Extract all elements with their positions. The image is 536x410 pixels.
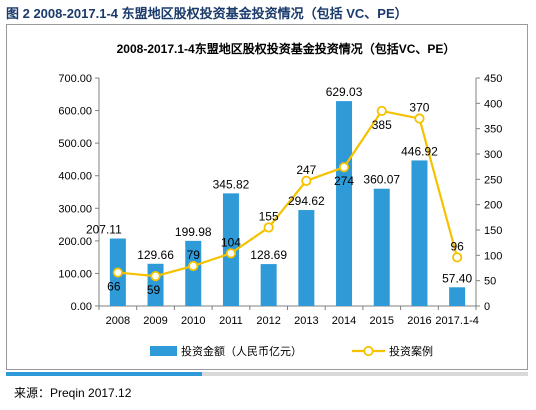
y-right-tick-label: 150 [484,225,502,237]
bar [185,240,202,306]
y-left-tick-label: 100.00 [58,268,92,280]
y-left-tick-label: 600.00 [58,106,92,118]
y-left-tick-label: 300.00 [58,203,92,215]
y-left-tick-label: 400.00 [58,171,92,183]
line-marker [188,260,199,272]
bar-value-label: 629.03 [326,85,363,99]
y-right-tick-label: 400 [484,98,502,110]
y-right-tick-label: 100 [484,250,502,262]
x-tick-label: 2010 [181,315,205,327]
line-series [117,109,459,278]
figure-caption: 图 2 2008-2017.1-4 东盟地区股权投资基金投资情况（包括 VC、P… [6,6,408,21]
x-tick-label: 2013 [294,315,318,327]
bar-value-label: 57.40 [442,271,472,285]
line-marker [414,113,425,124]
line-value-label: 59 [147,283,161,297]
line-marker [112,267,123,278]
bar-value-label: 207.11 [86,223,122,237]
x-tick-label: 2008 [106,315,130,327]
x-tick-label: 2009 [143,315,167,327]
x-tick-label: 2016 [407,315,431,327]
y-left-tick-label: 500.00 [58,138,92,150]
legend-bar-swatch [150,346,177,356]
y-left-tick-label: 0.00 [71,301,92,313]
line-value-label: 247 [296,163,316,177]
bar-value-label: 199.98 [175,225,212,239]
x-tick-label: 2012 [256,315,280,327]
source-divider-accent [6,372,202,376]
bar-value-label: 129.66 [137,248,174,262]
line-value-label: 155 [259,209,279,223]
line-marker [452,252,463,263]
line-marker [376,105,387,117]
bar [449,287,466,306]
legend-line-marker [363,345,374,357]
x-tick-label: 2011 [219,315,243,327]
bar [336,101,353,307]
y-right-tick-label: 450 [484,73,502,85]
line-marker [301,175,312,186]
x-tick-label: 2014 [332,315,356,327]
y-right-tick-label: 350 [484,124,502,136]
line-value-label: 104 [221,235,241,249]
bar-value-label: 128.69 [250,248,287,262]
source-divider [6,372,528,376]
line-value-label: 370 [409,101,429,115]
line-marker [225,248,237,259]
line-marker [263,222,274,233]
y-left-tick-label: 200.00 [58,236,92,248]
y-right-tick-label: 50 [484,276,496,288]
bar-value-label: 446.92 [401,144,438,158]
bar [411,160,428,306]
y-right-tick-label: 200 [484,200,502,212]
chart-frame [6,24,528,370]
line-marker [338,162,350,173]
line-value-label: 274 [334,174,354,188]
chart-title: 2008-2017.1-4东盟地区股权投资基金投资情况（包括VC、PE） [117,41,456,56]
line-value-label: 96 [450,239,464,253]
x-tick-label: 2015 [370,315,394,327]
line-value-label: 66 [107,280,121,294]
y-right-tick-label: 0 [484,301,490,313]
y-right-tick-label: 250 [484,174,502,186]
bar [260,264,277,306]
line-value-label: 385 [372,118,392,132]
y-right-tick-label: 300 [484,149,502,161]
line-marker [150,271,161,282]
bar-value-label: 294.62 [288,194,325,208]
bar-value-label: 345.82 [213,177,250,191]
bar [373,188,390,306]
bar-value-label: 360.07 [363,173,400,187]
bar [298,210,315,306]
x-tick-label: 2017.1-4 [435,315,478,327]
source-note: 来源：Preqin 2017.12 [14,386,132,400]
legend-line-label: 投资案例 [389,344,433,358]
legend-bar-label: 投资金额（人民币亿元） [181,344,302,358]
line-value-label: 79 [187,248,201,262]
y-left-tick-label: 700.00 [58,73,92,85]
